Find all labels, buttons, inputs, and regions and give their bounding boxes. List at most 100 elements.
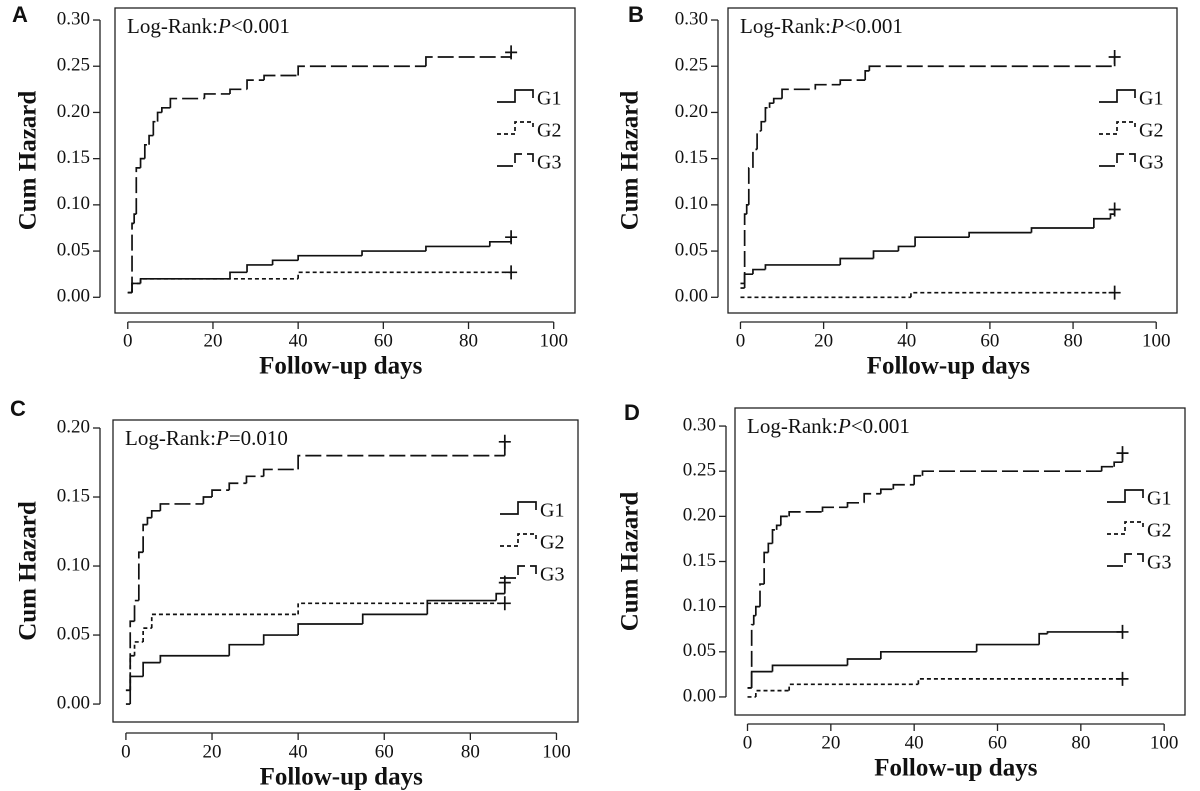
step-segment <box>897 245 916 252</box>
annotation: Log-Rank:P<0.001 <box>127 14 290 38</box>
annotation-prefix: Log-Rank: <box>740 14 831 38</box>
y-tick-label: 0.15 <box>683 550 716 571</box>
step-segment <box>246 264 273 273</box>
x-tick-label: 60 <box>375 741 394 762</box>
step-segment <box>747 167 753 205</box>
censor-mark <box>505 265 518 280</box>
step-segment <box>146 516 152 525</box>
legend-symbol <box>1099 153 1136 167</box>
step-segment <box>169 97 205 108</box>
step-segment <box>142 661 161 677</box>
legend-label: G3 <box>1139 152 1163 174</box>
step-segment <box>142 523 148 553</box>
censor-mark <box>1108 202 1121 217</box>
x-tick-label: 40 <box>897 330 916 351</box>
step-segment <box>156 111 162 122</box>
legend-symbol <box>500 501 537 515</box>
y-tick-label: 0.30 <box>57 8 90 29</box>
step-segment <box>263 74 299 81</box>
x-tick-label: 0 <box>743 732 753 753</box>
step-segment <box>917 678 1123 685</box>
step-segment <box>914 236 970 247</box>
annotation-stat: P <box>830 14 844 38</box>
x-axis-label: Follow-up days <box>867 353 1031 380</box>
step-segment <box>771 664 848 672</box>
panel-letter: A <box>12 2 28 27</box>
step-segment <box>150 613 299 629</box>
legend-label: G3 <box>540 564 564 586</box>
legend-symbol <box>497 89 534 103</box>
y-tick-label: 0.25 <box>683 460 716 481</box>
y-tick-label: 0.00 <box>57 286 90 307</box>
step-segment <box>759 583 765 607</box>
step-segment <box>1046 631 1123 634</box>
step-segment <box>361 250 426 256</box>
x-tick-label: 0 <box>736 330 746 351</box>
censor-mark <box>1108 285 1121 300</box>
step-segment <box>1113 461 1123 467</box>
step-segment <box>975 643 1040 652</box>
step-segment <box>262 468 299 477</box>
x-axis-label: Follow-up days <box>874 755 1038 782</box>
y-tick-label: 0.20 <box>675 101 708 122</box>
step-segment <box>839 257 874 265</box>
step-segment <box>142 627 152 642</box>
x-tick-label: 20 <box>203 330 222 351</box>
y-tick-label: 0.05 <box>675 239 708 260</box>
step-segment <box>750 670 773 688</box>
y-tick-label: 0.10 <box>57 554 90 575</box>
x-tick-label: 100 <box>542 741 571 762</box>
plot-frame <box>112 419 579 723</box>
legend-label: G3 <box>1147 552 1171 574</box>
step-segment <box>129 620 135 691</box>
step-segment <box>159 654 230 663</box>
step-segment <box>775 524 781 530</box>
x-tick-label: 80 <box>461 741 480 762</box>
x-tick-label: 40 <box>289 741 308 762</box>
legend-symbol <box>1107 553 1144 567</box>
step-segment <box>159 503 204 511</box>
legend-symbol <box>1107 489 1144 503</box>
y-tick-label: 0.15 <box>675 147 708 168</box>
censor-mark <box>1108 49 1121 64</box>
annotation-value: <0.001 <box>231 14 290 38</box>
y-tick-label: 0.05 <box>683 640 716 661</box>
step-segment <box>133 213 137 224</box>
step-segment <box>271 259 299 265</box>
y-axis-label: Cum Hazard <box>617 91 644 231</box>
legend-label: G1 <box>537 88 561 110</box>
x-axis-label: Follow-up days <box>260 764 424 791</box>
step-segment <box>229 271 248 279</box>
y-axis-label: Cum Hazard <box>15 501 42 641</box>
y-tick-label: 0.20 <box>683 505 716 526</box>
step-segment <box>846 501 865 508</box>
step-segment <box>846 658 881 666</box>
y-tick-label: 0.00 <box>683 685 716 706</box>
x-tick-label: 20 <box>814 330 833 351</box>
x-tick-label: 80 <box>459 330 478 351</box>
step-segment <box>743 213 747 289</box>
step-segment <box>756 130 762 150</box>
censor-mark <box>498 596 511 611</box>
y-tick-label: 0.25 <box>57 55 90 76</box>
annotation-prefix: Log-Rank: <box>125 426 216 450</box>
x-tick-label: 0 <box>121 741 131 762</box>
y-tick-label: 0.00 <box>57 692 90 713</box>
step-segment <box>764 106 770 122</box>
step-segment <box>131 222 135 293</box>
plot-frame <box>734 407 1186 716</box>
step-segment <box>743 273 753 284</box>
censor-mark <box>1116 446 1129 461</box>
legend-symbol <box>1099 89 1136 103</box>
step-segment <box>297 65 426 76</box>
step-segment <box>921 470 1102 476</box>
legend-symbol <box>500 565 537 579</box>
annotation: Log-Rank:P=0.010 <box>125 426 288 450</box>
step-segment <box>767 542 773 553</box>
step-segment <box>143 143 150 159</box>
step-segment <box>246 79 265 90</box>
annotation: Log-Rank:P<0.001 <box>747 414 910 438</box>
y-tick-label: 0.20 <box>57 101 90 122</box>
y-axis-label: Cum Hazard <box>15 91 42 231</box>
step-segment <box>1030 227 1094 233</box>
